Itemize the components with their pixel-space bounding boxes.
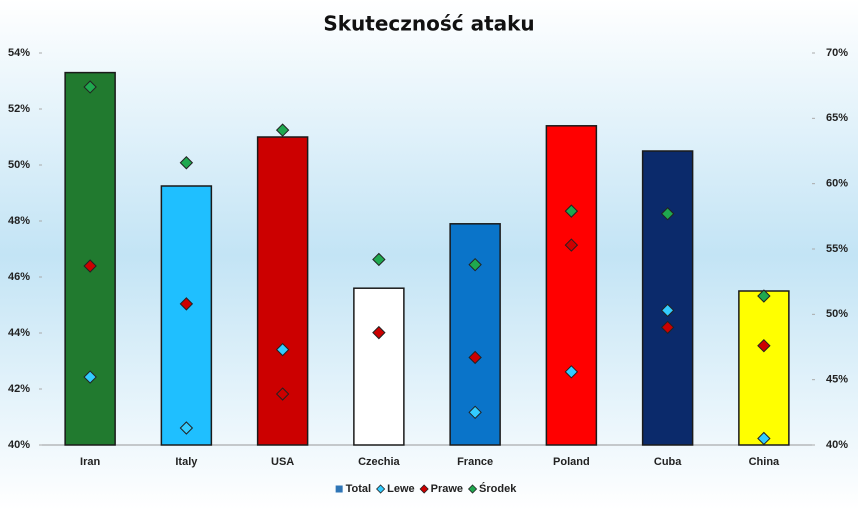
marker bbox=[757, 289, 771, 303]
x-tick-label: Cuba bbox=[654, 456, 682, 468]
chart-title: Skuteczność ataku bbox=[323, 12, 534, 36]
legend-label: Prawe bbox=[431, 483, 463, 495]
marker bbox=[275, 123, 290, 137]
y-tick-label: 40% bbox=[8, 439, 30, 451]
marker bbox=[275, 387, 290, 401]
legend-marker bbox=[376, 484, 386, 494]
marker bbox=[660, 207, 675, 221]
marker bbox=[83, 259, 97, 273]
y-tick-label: 44% bbox=[8, 327, 30, 339]
legend-marker bbox=[467, 484, 478, 494]
legend-label: Lewe bbox=[387, 483, 415, 495]
marker bbox=[660, 320, 675, 335]
y2-tick-label: 60% bbox=[826, 178, 848, 190]
marker bbox=[660, 303, 675, 318]
bar bbox=[738, 290, 790, 446]
y2-tick-label: 70% bbox=[826, 47, 848, 59]
bar bbox=[641, 150, 694, 446]
bar bbox=[353, 287, 405, 446]
x-tick-label: Iran bbox=[80, 456, 100, 468]
marker bbox=[757, 338, 771, 353]
y-tick-label: 50% bbox=[8, 159, 30, 171]
marker bbox=[372, 252, 386, 267]
y2-tick-label: 45% bbox=[826, 374, 848, 386]
legend-label: Środek bbox=[479, 482, 517, 495]
legend-label: Total bbox=[346, 483, 371, 495]
bar bbox=[160, 185, 213, 446]
y2-tick-label: 40% bbox=[826, 439, 848, 451]
x-tick-label: France bbox=[457, 456, 493, 468]
x-tick-label: USA bbox=[271, 456, 294, 468]
y-tick-label: 52% bbox=[8, 103, 30, 115]
marker bbox=[757, 431, 771, 446]
marker bbox=[564, 238, 579, 252]
marker bbox=[372, 325, 386, 340]
bar bbox=[545, 125, 598, 446]
x-tick-label: Czechia bbox=[358, 456, 400, 468]
x-tick-label: China bbox=[749, 456, 780, 468]
marker bbox=[83, 370, 97, 384]
y2-tick-label: 65% bbox=[826, 112, 848, 124]
marker bbox=[179, 156, 194, 170]
marker bbox=[179, 421, 194, 435]
y2-tick-label: 55% bbox=[826, 243, 848, 255]
y-tick-label: 48% bbox=[8, 215, 30, 227]
y-tick-label: 42% bbox=[8, 383, 30, 395]
y2-tick-label: 50% bbox=[826, 308, 848, 320]
bar bbox=[64, 71, 116, 446]
marker bbox=[275, 342, 290, 357]
x-tick-label: Italy bbox=[175, 456, 198, 468]
y-tick-label: 46% bbox=[8, 271, 30, 283]
marker bbox=[564, 204, 579, 218]
legend-marker bbox=[419, 484, 429, 494]
y-tick-label: 54% bbox=[8, 47, 30, 59]
marker bbox=[468, 405, 482, 420]
marker bbox=[83, 80, 97, 94]
marker bbox=[179, 297, 194, 311]
marker bbox=[564, 365, 579, 379]
marker bbox=[468, 257, 482, 272]
marker bbox=[468, 350, 482, 365]
legend-marker bbox=[335, 485, 343, 493]
x-tick-label: Poland bbox=[553, 456, 590, 468]
